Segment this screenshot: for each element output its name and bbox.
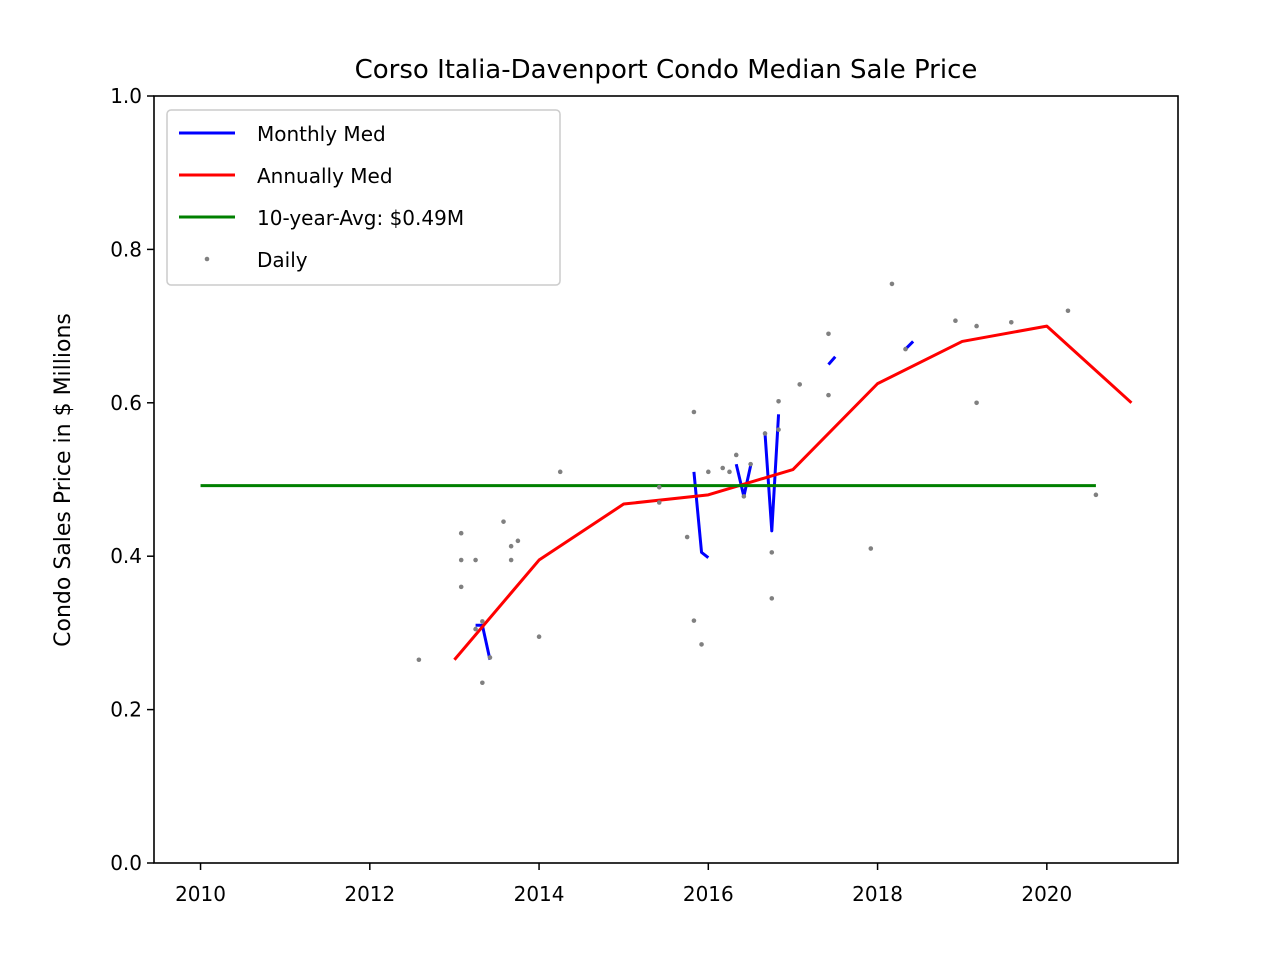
daily-point (699, 642, 704, 647)
daily-point (536, 634, 542, 640)
daily-point (762, 431, 768, 436)
daily-point (727, 469, 732, 475)
daily-point (776, 427, 781, 432)
axes: 2010 2012 2014 2016 2018 2020 0.0 0.2 0.4 0.6 0.8 1… (110, 84, 1072, 906)
monthly-med-segment (692, 471, 710, 559)
daily-point (501, 519, 506, 524)
daily-point (487, 655, 493, 660)
daily-point (656, 484, 662, 490)
daily-point (1065, 308, 1071, 314)
x-tick-label: 2012 (344, 882, 395, 906)
daily-point (480, 619, 485, 624)
daily-point (953, 318, 958, 324)
daily-point (720, 465, 726, 471)
daily-point (903, 346, 908, 352)
daily-point (458, 557, 464, 563)
legend-label: 10-year-Avg: $0.49M (257, 206, 464, 230)
daily-point (826, 392, 831, 398)
monthly-med-segment (763, 414, 781, 533)
y-tick-label: 0.2 (110, 698, 142, 722)
daily-point (748, 461, 753, 467)
x-tick-label: 2016 (683, 882, 734, 906)
legend-marker-daily (204, 256, 210, 262)
daily-point (458, 584, 464, 590)
daily-point (515, 538, 521, 544)
y-tick-label: 0.4 (110, 544, 142, 568)
chart-title: Corso Italia-Davenport Condo Median Sale… (355, 55, 978, 85)
y-tick-label: 0.0 (110, 851, 142, 875)
daily-point (1008, 319, 1014, 325)
daily-point (868, 546, 874, 551)
daily-point (889, 281, 895, 287)
daily-point (480, 680, 485, 686)
x-tick-label: 2020 (1021, 882, 1072, 906)
daily-point (691, 618, 697, 623)
daily-point (684, 534, 690, 540)
daily-point (557, 469, 563, 475)
y-tick-label: 0.6 (110, 391, 142, 415)
daily-point (508, 557, 514, 563)
daily-point (797, 382, 803, 387)
daily-point (769, 596, 775, 601)
legend-box (166, 109, 561, 286)
plot-area (200, 281, 1133, 686)
y-axis-title: Condo Sales Price in $ Millions (51, 313, 76, 647)
x-tick-label: 2018 (852, 882, 903, 906)
daily-point (473, 557, 478, 563)
x-tick-label: 2010 (175, 882, 226, 906)
x-tick-label: 2014 (514, 882, 565, 906)
daily-point (508, 543, 514, 549)
daily-point (706, 469, 711, 475)
daily-point (1093, 492, 1099, 498)
legend: Monthly Med Annually Med 10-year-Avg: $0.4… (166, 109, 561, 286)
daily-point (733, 452, 739, 458)
daily-point (656, 500, 662, 505)
daily-point (458, 530, 464, 536)
daily-point (741, 494, 747, 499)
y-tick-label: 1.0 (110, 84, 142, 108)
daily-point (416, 657, 422, 663)
daily-point (691, 409, 697, 415)
annual-med-line (453, 324, 1133, 661)
legend-label: Monthly Med (257, 122, 386, 146)
legend-label: Annually Med (257, 164, 393, 188)
daily-point (473, 626, 478, 632)
legend-label: Daily (257, 248, 308, 272)
y-tick-label: 0.8 (110, 237, 142, 261)
daily-point (769, 550, 775, 555)
daily-point (974, 323, 979, 329)
monthly-med-segment (827, 355, 837, 366)
daily-point (974, 400, 979, 406)
daily-point (826, 331, 831, 337)
daily-point (776, 398, 781, 404)
plot-frame (153, 95, 1179, 864)
